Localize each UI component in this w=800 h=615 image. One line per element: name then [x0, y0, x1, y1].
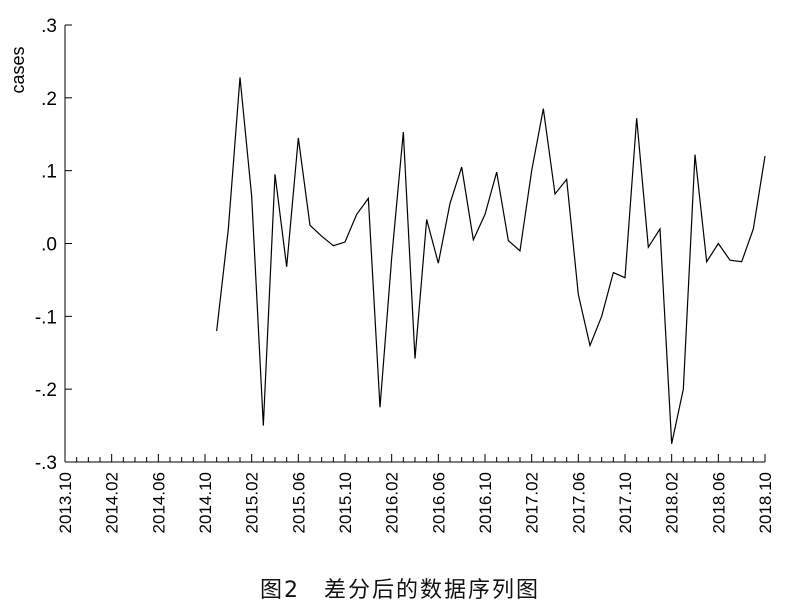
x-tick-label: 2017.02 — [523, 472, 542, 533]
x-tick-label: 2018.06 — [709, 472, 728, 533]
y-tick-label: -.3 — [35, 453, 57, 474]
y-tick-label: .3 — [41, 16, 57, 37]
x-tick-label: 2018.02 — [663, 472, 682, 533]
y-tick-label: -.1 — [35, 307, 57, 328]
series-line — [216, 77, 766, 444]
x-tick-label: 2014.06 — [149, 472, 168, 533]
y-tick-label: .2 — [41, 89, 57, 110]
x-tick-label: 2015.06 — [289, 472, 308, 533]
x-tick-label: 2016.02 — [383, 472, 402, 533]
x-tick-label: 2015.02 — [243, 472, 262, 533]
y-tick-label: -.2 — [35, 380, 57, 401]
x-tick-label: 2015.10 — [336, 472, 355, 533]
figure-caption: 图2 差分后的数据序列图 — [260, 578, 540, 603]
x-tick-label: 2014.10 — [196, 472, 215, 533]
x-tick-label: 2014.02 — [103, 472, 122, 533]
y-tick-label: .0 — [41, 235, 57, 256]
x-tick-label: 2013.10 — [56, 472, 75, 533]
y-tick-label: .1 — [41, 162, 57, 183]
x-tick-label: 2017.06 — [569, 472, 588, 533]
x-tick-label: 2018.10 — [756, 472, 775, 533]
x-tick-label: 2016.10 — [476, 472, 495, 533]
y-axis-label: cases — [8, 46, 28, 93]
x-tick-label: 2016.06 — [429, 472, 448, 533]
x-tick-label: 2017.10 — [616, 472, 635, 533]
